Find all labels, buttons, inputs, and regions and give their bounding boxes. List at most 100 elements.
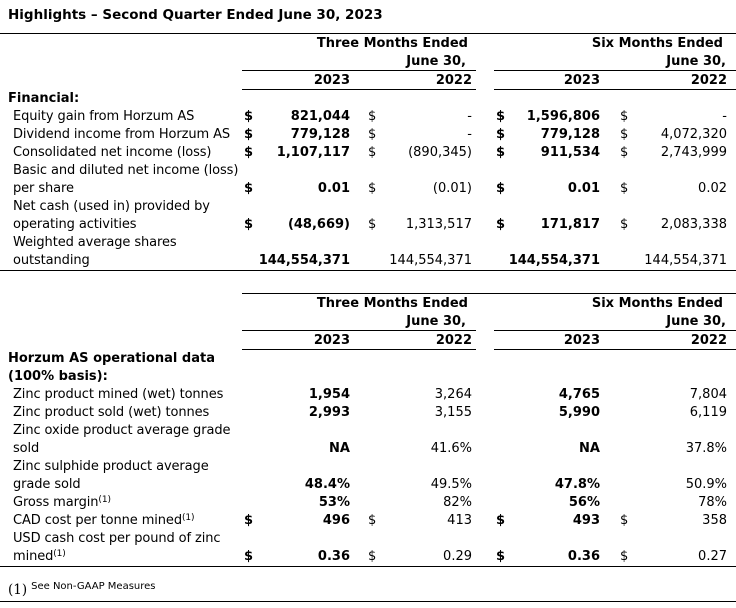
column-gap (476, 52, 494, 71)
row-label-cell: Dividend income from Horzum AS (0, 126, 242, 144)
section-label: Financial: (0, 90, 736, 109)
value: 48.4% (304, 477, 350, 492)
value: 0.36 (567, 549, 600, 564)
column-gap (476, 422, 494, 458)
row-label: Net cash (used in) provided by (13, 199, 210, 214)
value-cell-s-2023: 56% (494, 494, 604, 512)
page-title: Highlights – Second Quarter Ended June 3… (8, 7, 383, 23)
row-label-cell: Zinc oxide product average grade sold (0, 422, 242, 458)
row-label-cell: USD cash cost per pound of zinc mined(1) (0, 530, 242, 567)
currency-symbol: $ (620, 145, 629, 160)
row-label-cell: Net cash (used in) provided by operating… (0, 198, 242, 234)
row-label: CAD cost per tonne mined(1) (13, 513, 195, 528)
value: 911,534 (540, 145, 600, 160)
value-cell-q-2023: 48.4% (242, 458, 352, 494)
table-row: Basic and diluted net income (loss) per … (0, 162, 736, 198)
table-row: USD cash cost per pound of zinc mined(1)… (0, 530, 736, 567)
value: 1,954 (308, 387, 350, 402)
value-cell-q-2023: 53% (242, 494, 352, 512)
row-label: Zinc oxide product average grade (13, 423, 231, 438)
value-cell-s-2023: $1,596,806 (494, 108, 604, 126)
currency-symbol: $ (368, 127, 377, 142)
currency-symbol: $ (620, 513, 629, 528)
row-label-line2: operating activities (13, 217, 137, 232)
currency-symbol: $ (244, 181, 254, 196)
value: 144,554,371 (389, 253, 472, 268)
table-row: Zinc product mined (wet) tonnes 1,954 3,… (0, 386, 736, 404)
row-label: USD cash cost per pound of zinc (13, 531, 221, 546)
column-gap (476, 312, 494, 331)
value-cell-q-2022: $ (890,345) (352, 144, 476, 162)
value-cell-q-2023: $821,044 (242, 108, 352, 126)
value-cell-q-2022: $ - (352, 108, 476, 126)
value: 413 (447, 513, 472, 528)
value: 5,990 (558, 405, 600, 420)
value-cell-s-2023: NA (494, 422, 604, 458)
header-spacer (0, 294, 242, 313)
value: NA (579, 441, 600, 456)
column-gap (476, 144, 494, 162)
value: 3,155 (434, 405, 472, 420)
currency-symbol: $ (368, 145, 377, 160)
row-label-cell: CAD cost per tonne mined(1) (0, 512, 242, 530)
year-header-2023: 2023 (242, 70, 352, 90)
value: 56% (568, 495, 600, 510)
currency-symbol: $ (244, 109, 254, 124)
footnote: (1) See Non-GAAP Measures (8, 581, 736, 598)
table-spacer (0, 271, 736, 293)
row-label-line2: sold (13, 441, 40, 456)
value-cell-s-2023: 4,765 (494, 386, 604, 404)
section-label: Horzum AS operational data (100% basis): (0, 350, 736, 387)
header-spacer (0, 312, 242, 331)
footnote-text: See Non-GAAP Measures (31, 581, 156, 592)
value-cell-s-2022: $0.02 (604, 162, 736, 198)
value-cell-s-2022: $0.27 (604, 530, 736, 567)
column-gap (476, 331, 494, 350)
year-header-row: 2023 2022 2023 2022 (0, 330, 736, 350)
value: 82% (443, 495, 472, 510)
group-header-six-months: Six Months Ended (591, 36, 723, 51)
table-row: Gross margin(1) 53% 82% 56% 78% (0, 494, 736, 512)
column-gap (476, 71, 494, 90)
year-header-2023: 2023 (242, 330, 352, 350)
value: 37.8% (685, 441, 727, 456)
value-cell-q-2022: $ (0.01) (352, 162, 476, 198)
row-label: Zinc product sold (wet) tonnes (13, 405, 210, 420)
currency-symbol: $ (244, 513, 254, 528)
currency-symbol: $ (496, 549, 506, 564)
value-cell-q-2022: 144,554,371 (352, 234, 476, 271)
row-label: Consolidated net income (loss) (13, 145, 212, 160)
value: 41.6% (430, 441, 472, 456)
june-30-header: June 30, (494, 312, 736, 331)
table-row: Net cash (used in) provided by operating… (0, 198, 736, 234)
value: 821,044 (290, 109, 350, 124)
value: 6,119 (689, 405, 727, 420)
value: - (722, 109, 727, 124)
value: 779,128 (540, 127, 600, 142)
column-gap (476, 404, 494, 422)
value-cell-s-2022: $358 (604, 512, 736, 530)
currency-symbol: $ (496, 127, 506, 142)
header-spacer (0, 71, 242, 90)
value-cell-s-2022: $4,072,320 (604, 126, 736, 144)
row-label: Weighted average shares (13, 235, 177, 250)
column-gap (476, 34, 494, 53)
section-header-row: Financial: (0, 90, 736, 109)
column-gap (476, 198, 494, 234)
value: 2,743,999 (660, 145, 727, 160)
row-label-cell: Basic and diluted net income (loss) per … (0, 162, 242, 198)
group-header-three-months: Three Months Ended (316, 36, 468, 51)
value-cell-q-2022: $413 (352, 512, 476, 530)
value-cell-q-2023: NA (242, 422, 352, 458)
value: 7,804 (689, 387, 727, 402)
column-gap (476, 530, 494, 567)
footnote-reference: (1) (98, 495, 111, 505)
value-cell-q-2022: 41.6% (352, 422, 476, 458)
row-label-cell: Weighted average shares outstanding (0, 234, 242, 271)
value: 2,993 (308, 405, 350, 420)
year-header-2022: 2022 (604, 330, 736, 350)
value: 0.36 (317, 549, 350, 564)
header-spacer (0, 331, 242, 350)
section-label-line2: (100% basis): (8, 369, 108, 384)
value-cell-s-2023: 5,990 (494, 404, 604, 422)
